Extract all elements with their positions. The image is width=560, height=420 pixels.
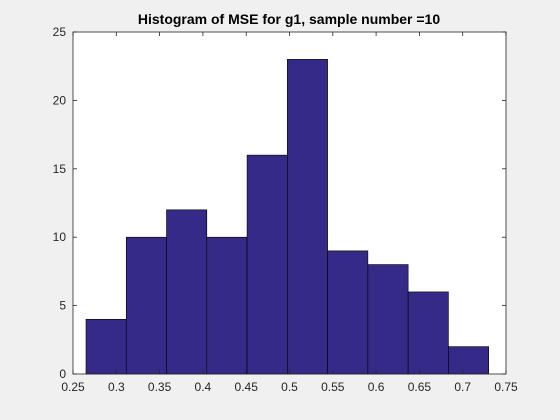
histogram-bar	[85, 318, 127, 375]
x-tick-label: 0.4	[195, 380, 212, 394]
y-axis-ticks: 0 5 10 15 20 25	[53, 25, 506, 381]
y-tick-label: 0	[59, 367, 66, 381]
chart-title: Histogram of MSE for g1, sample number =…	[138, 11, 440, 27]
bars-group	[85, 59, 489, 375]
y-tick-label: 20	[53, 93, 67, 107]
y-tick-label: 5	[59, 299, 66, 313]
histogram-bar	[407, 291, 449, 375]
x-tick-label: 0.75	[494, 380, 518, 394]
x-axis-ticks: 0.25 0.3 0.35 0.4 0.45 0.5 0.55 0.6 0.65 0.7 0.75	[61, 32, 518, 394]
x-tick-label: 0.45	[235, 380, 259, 394]
y-tick-label: 10	[53, 230, 67, 244]
y-tick-label: 25	[53, 25, 67, 39]
histogram-bar	[327, 250, 369, 375]
x-tick-label: 0.65	[408, 380, 432, 394]
histogram-bar	[125, 236, 167, 375]
x-tick-label: 0.7	[454, 380, 471, 394]
histogram-bar	[367, 264, 409, 375]
histogram-bar	[448, 346, 489, 375]
x-tick-label: 0.25	[61, 380, 85, 394]
x-tick-label: 0.3	[108, 380, 125, 394]
histogram-bar	[246, 154, 288, 375]
histogram-bar	[206, 236, 248, 375]
y-tick-label: 15	[53, 162, 67, 176]
histogram-bar	[287, 59, 328, 375]
x-tick-label: 0.5	[281, 380, 298, 394]
histogram-bar	[166, 209, 208, 375]
x-tick-label: 0.35	[148, 380, 172, 394]
x-tick-label: 0.55	[321, 380, 345, 394]
x-tick-label: 0.6	[368, 380, 385, 394]
